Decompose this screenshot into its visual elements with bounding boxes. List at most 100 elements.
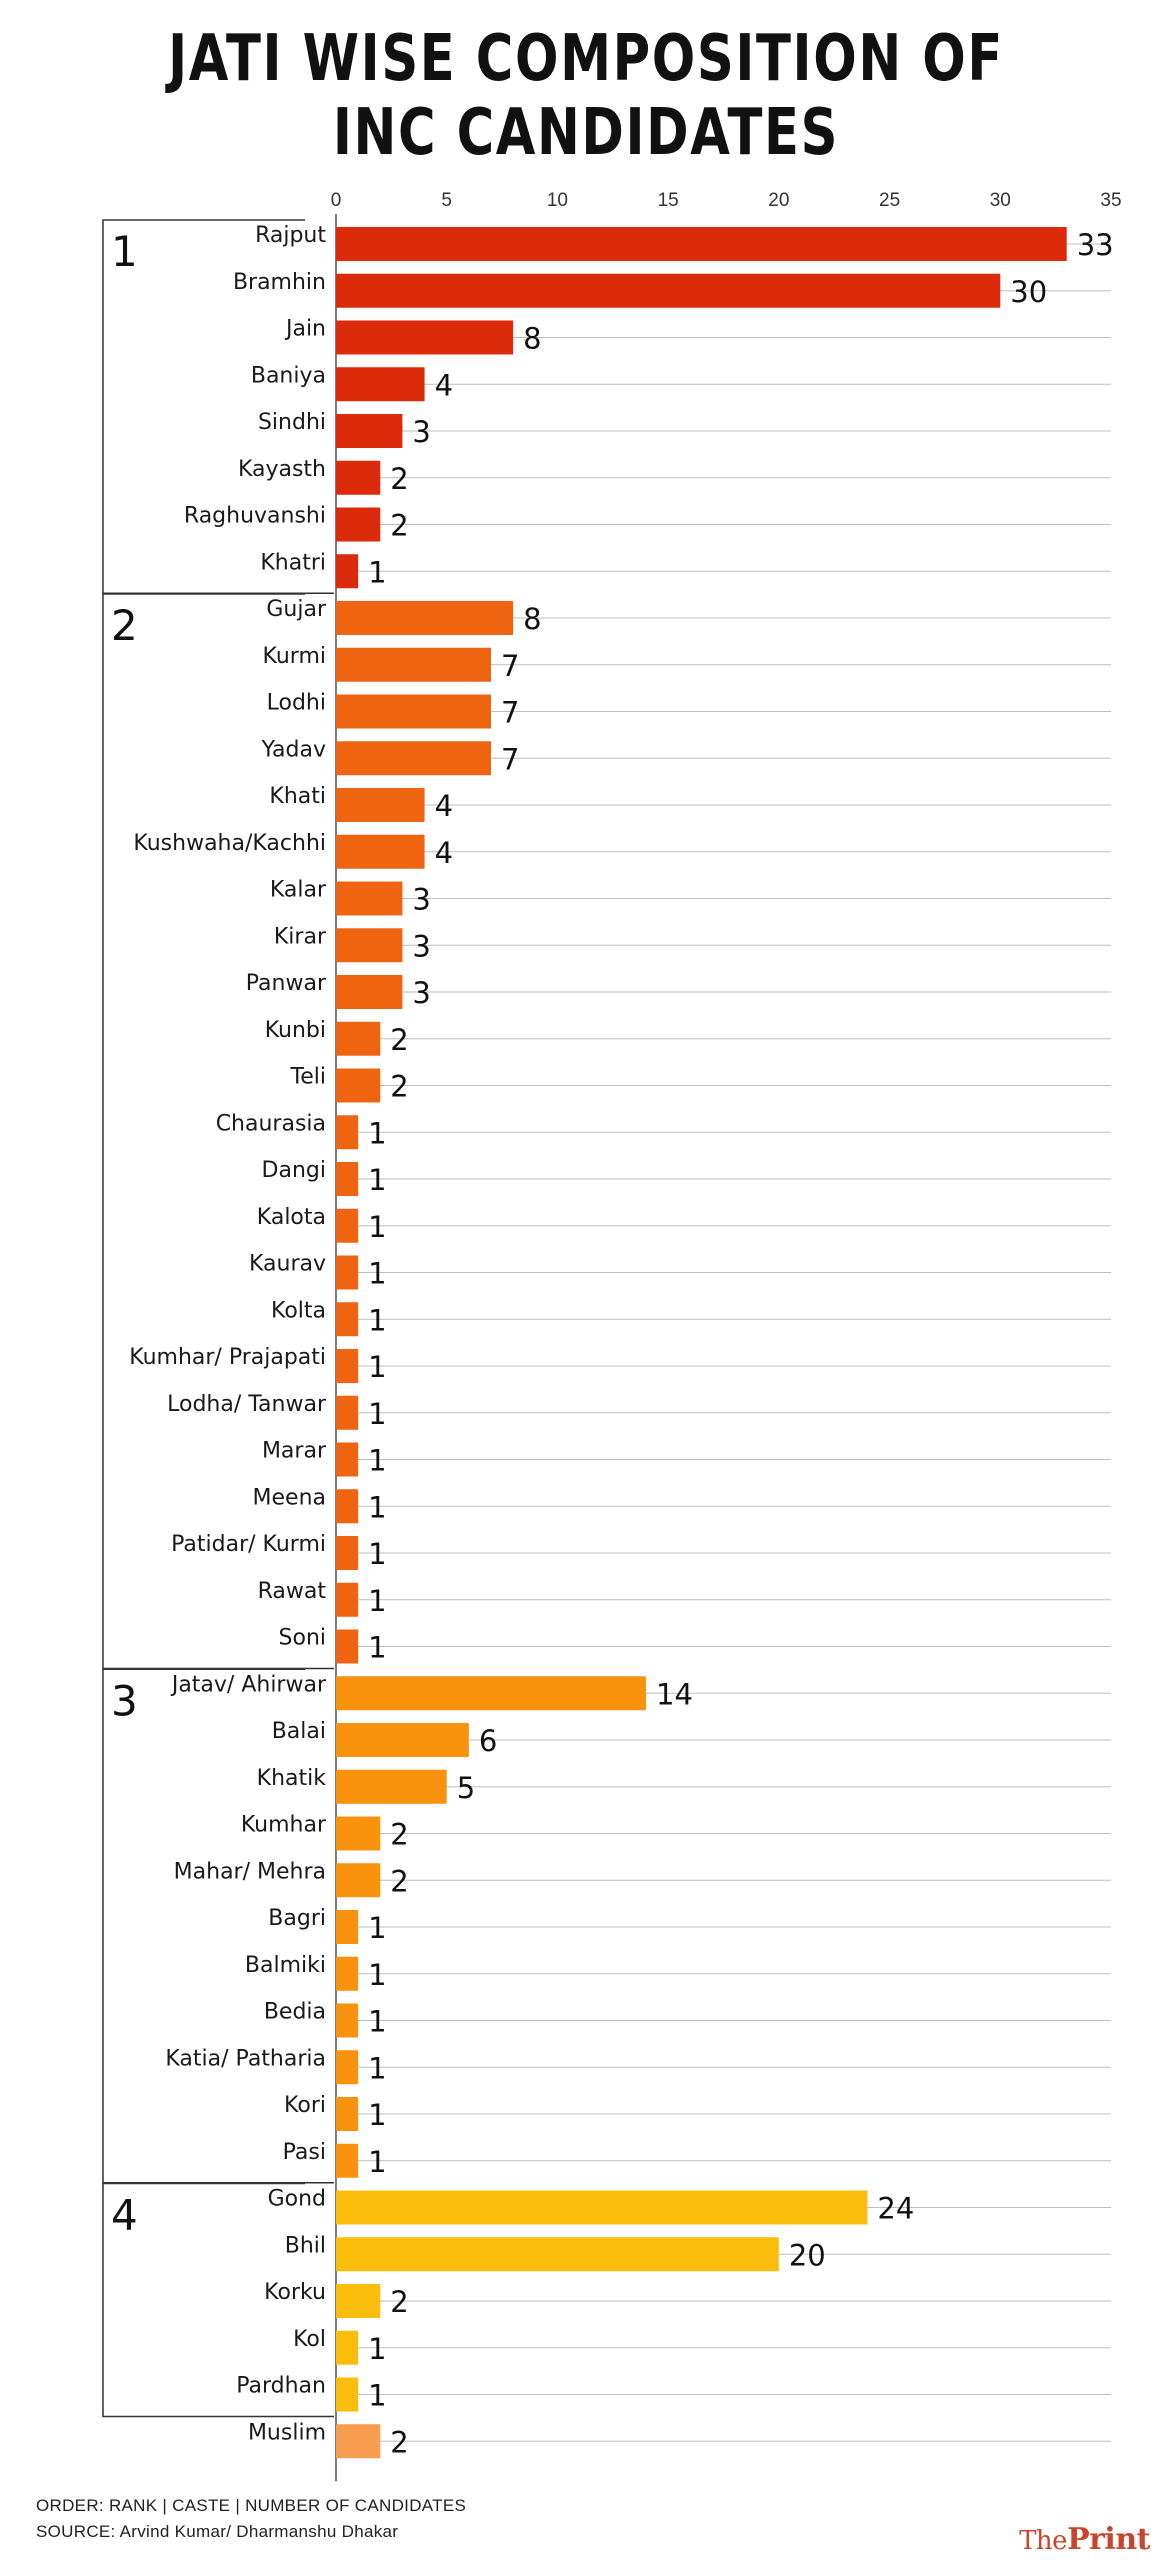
- category-label: Rajput: [255, 223, 326, 248]
- x-tick-label: 35: [1100, 190, 1121, 211]
- footer-order-note: ORDER: RANK | CASTE | NUMBER OF CANDIDAT…: [36, 2496, 467, 2515]
- value-label: 24: [877, 2192, 914, 2226]
- bar-khatik: [336, 1769, 447, 1804]
- value-label: 30: [1010, 275, 1047, 309]
- category-label: Kumhar: [241, 1813, 327, 1838]
- bar-marar: [336, 1442, 359, 1477]
- category-label: Rawat: [258, 1579, 327, 1604]
- category-label: Khatri: [260, 550, 326, 575]
- category-label: Kalota: [257, 1205, 326, 1230]
- value-label: 1: [368, 555, 386, 589]
- value-label: 1: [368, 2379, 386, 2413]
- value-label: 1: [368, 2098, 386, 2132]
- value-label: 1: [368, 1444, 386, 1478]
- bar-lodha-tanwar: [336, 1395, 359, 1430]
- x-tick-label: 10: [547, 190, 568, 211]
- bar-kurmi: [336, 647, 491, 682]
- bar-bedia: [336, 2003, 359, 2038]
- category-label: Korku: [264, 2280, 326, 2305]
- group-rank-label: 2: [111, 601, 138, 650]
- bar-muslim: [336, 2424, 381, 2459]
- group-rank-label: 4: [111, 2191, 138, 2240]
- category-label: Bramhin: [233, 270, 326, 295]
- bar-chaurasia: [336, 1115, 359, 1150]
- category-label: Yadav: [261, 737, 326, 762]
- value-label: 3: [412, 883, 430, 917]
- bar-baniya: [336, 367, 425, 402]
- value-label: 1: [368, 1958, 386, 1992]
- bar-jain: [336, 320, 514, 355]
- category-label: Bhil: [285, 2233, 326, 2258]
- x-tick-label: 5: [441, 190, 452, 211]
- category-label: Soni: [279, 1626, 326, 1651]
- bar-rajput: [336, 227, 1067, 261]
- value-label: 1: [368, 1116, 386, 1150]
- x-tick-label: 20: [768, 190, 789, 211]
- value-label: 4: [435, 789, 453, 823]
- category-label: Kunbi: [265, 1018, 326, 1043]
- category-label: Kalar: [270, 878, 327, 903]
- category-label: Dangi: [262, 1158, 326, 1183]
- category-label: Kirar: [274, 924, 327, 949]
- bar-balai: [336, 1723, 469, 1757]
- bar-yadav: [336, 741, 491, 776]
- value-label: 1: [368, 1490, 386, 1524]
- bar-kayasth: [336, 460, 381, 495]
- category-label: Teli: [290, 1065, 326, 1090]
- bar-dangi: [336, 1162, 359, 1196]
- value-label: 3: [412, 929, 430, 963]
- category-label: Katia/ Patharia: [165, 2046, 326, 2071]
- bar-teli: [336, 1068, 381, 1103]
- value-label: 20: [789, 2238, 826, 2272]
- value-label: 2: [390, 1864, 408, 1898]
- title-line-1: JATI WISE COMPOSITION OF: [168, 22, 1004, 96]
- bar-gond: [336, 2190, 868, 2225]
- bar-khatri: [336, 554, 359, 589]
- value-label: 3: [412, 415, 430, 449]
- bar-patidar-kurmi: [336, 1536, 359, 1570]
- value-label: 4: [435, 368, 453, 402]
- x-tick-label: 25: [879, 190, 900, 211]
- category-label: Marar: [262, 1439, 327, 1464]
- bar-sindhi: [336, 414, 403, 448]
- title-line-2: INC CANDIDATES: [332, 96, 840, 170]
- category-label: Kaurav: [249, 1252, 326, 1277]
- bar-katia-patharia: [336, 2050, 359, 2085]
- bar-kumhar-prajapati: [336, 1349, 359, 1383]
- category-label: Meena: [253, 1485, 326, 1510]
- bar-bagri: [336, 1910, 359, 1944]
- bar-bhil: [336, 2237, 779, 2272]
- bar-kunbi: [336, 1021, 381, 1056]
- value-label: 3: [412, 976, 430, 1010]
- footer-source: SOURCE: Arvind Kumar/ Dharmanshu Dhakar: [36, 2522, 399, 2541]
- category-label: Jatav/ Ahirwar: [170, 1672, 327, 1697]
- bar-raghuvanshi: [336, 507, 381, 542]
- category-label: Patidar/ Kurmi: [171, 1532, 326, 1557]
- value-label: 1: [368, 1911, 386, 1945]
- category-label: Bedia: [264, 2000, 326, 2025]
- category-label: Balmiki: [245, 1953, 326, 1978]
- value-label: 2: [390, 509, 408, 543]
- bar-kalota: [336, 1208, 359, 1243]
- bar-bramhin: [336, 273, 1001, 308]
- value-label: 1: [368, 2005, 386, 2039]
- category-label: Gond: [268, 2187, 326, 2212]
- bar-panwar: [336, 975, 403, 1009]
- value-label: 1: [368, 2145, 386, 2179]
- category-label: Kayasth: [238, 457, 326, 482]
- category-label: Baniya: [251, 363, 326, 388]
- bar-korku: [336, 2284, 381, 2318]
- category-label: Mahar/ Mehra: [174, 1859, 326, 1884]
- bar-kolta: [336, 1302, 359, 1337]
- brand-name: Print: [1067, 2522, 1150, 2557]
- value-label: 2: [390, 2285, 408, 2319]
- value-label: 33: [1077, 228, 1114, 262]
- category-label: Bagri: [268, 1906, 326, 1931]
- category-label: Muslim: [248, 2420, 326, 2445]
- category-label: Panwar: [246, 971, 327, 996]
- bar-lodhi: [336, 694, 491, 729]
- value-label: 6: [479, 1724, 497, 1758]
- value-label: 8: [523, 322, 541, 356]
- category-label: Gujar: [266, 597, 327, 622]
- value-label: 1: [368, 1537, 386, 1571]
